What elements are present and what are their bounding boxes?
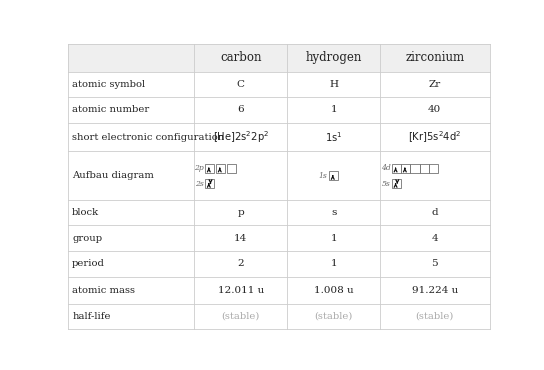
Text: 5: 5 bbox=[431, 259, 438, 268]
Text: short electronic configuration: short electronic configuration bbox=[72, 132, 225, 142]
Text: zirconium: zirconium bbox=[405, 51, 465, 64]
Text: 2s: 2s bbox=[195, 179, 204, 188]
Text: 5s: 5s bbox=[382, 179, 391, 188]
Text: 2p: 2p bbox=[194, 164, 204, 172]
Text: atomic number: atomic number bbox=[72, 105, 150, 114]
Bar bbox=[419, 164, 429, 173]
Text: hydrogen: hydrogen bbox=[305, 51, 362, 64]
Text: Zr: Zr bbox=[429, 80, 441, 89]
Text: carbon: carbon bbox=[220, 51, 262, 64]
Bar bbox=[205, 164, 214, 173]
Text: d: d bbox=[431, 208, 438, 217]
Text: H: H bbox=[329, 80, 338, 89]
Text: $\rm{1}s^{1}$: $\rm{1}s^{1}$ bbox=[325, 130, 342, 144]
Text: Aufbau diagram: Aufbau diagram bbox=[72, 171, 154, 180]
Text: p: p bbox=[238, 208, 244, 217]
Bar bbox=[227, 164, 236, 173]
Text: 91.224 u: 91.224 u bbox=[412, 286, 458, 295]
Bar bbox=[205, 179, 214, 188]
Bar bbox=[216, 164, 225, 173]
Text: 1s: 1s bbox=[319, 172, 327, 179]
Bar bbox=[429, 164, 438, 173]
Bar bbox=[392, 164, 401, 173]
Bar bbox=[392, 179, 401, 188]
Text: 4d: 4d bbox=[381, 164, 391, 172]
Text: block: block bbox=[72, 208, 100, 217]
Text: 1: 1 bbox=[330, 233, 337, 243]
Text: 1.008 u: 1.008 u bbox=[314, 286, 354, 295]
Text: 14: 14 bbox=[234, 233, 248, 243]
Bar bbox=[329, 171, 338, 180]
Text: C: C bbox=[237, 80, 245, 89]
Text: atomic mass: atomic mass bbox=[72, 286, 135, 295]
Bar bbox=[401, 164, 410, 173]
Text: $\rm{[Kr]5}s^{2}\rm{4}d^{2}$: $\rm{[Kr]5}s^{2}\rm{4}d^{2}$ bbox=[408, 129, 461, 145]
Text: 12.011 u: 12.011 u bbox=[218, 286, 264, 295]
Bar bbox=[410, 164, 419, 173]
Text: 4: 4 bbox=[431, 233, 438, 243]
Text: (stable): (stable) bbox=[221, 312, 260, 321]
Text: 1: 1 bbox=[330, 259, 337, 268]
Bar bbox=[68, 44, 490, 71]
Text: period: period bbox=[72, 259, 105, 268]
Text: (stable): (stable) bbox=[416, 312, 454, 321]
Text: (stable): (stable) bbox=[314, 312, 353, 321]
Text: group: group bbox=[72, 233, 102, 243]
Text: 2: 2 bbox=[238, 259, 244, 268]
Text: half-life: half-life bbox=[72, 312, 111, 321]
Text: 40: 40 bbox=[428, 105, 441, 114]
Text: $\rm{[He]2}s^{2}\rm{2}p^{2}$: $\rm{[He]2}s^{2}\rm{2}p^{2}$ bbox=[213, 129, 269, 145]
Text: 6: 6 bbox=[238, 105, 244, 114]
Text: s: s bbox=[331, 208, 336, 217]
Text: 1: 1 bbox=[330, 105, 337, 114]
Text: atomic symbol: atomic symbol bbox=[72, 80, 145, 89]
